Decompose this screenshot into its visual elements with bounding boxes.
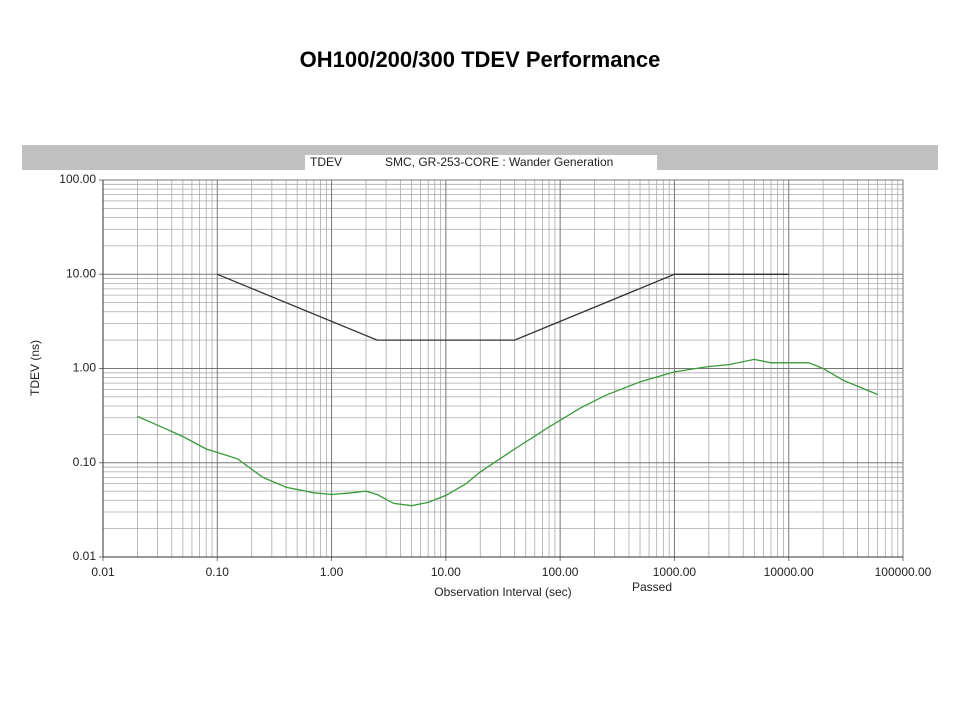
y-tick-label: 10.00 <box>66 266 96 280</box>
x-tick-label: 0.01 <box>91 565 115 579</box>
x-tick-label: 100.00 <box>542 565 579 579</box>
status-label: Passed <box>632 580 672 594</box>
data-line <box>137 358 878 507</box>
y-axis-label: TDEV (ns) <box>28 340 42 396</box>
chart-title: OH100/200/300 TDEV Performance <box>300 47 661 72</box>
chart-subtitle: SMC, GR-253-CORE : Wander Generation <box>385 155 613 169</box>
x-axis-label: Observation Interval (sec) <box>434 585 571 599</box>
y-tick-label: 100.00 <box>59 172 96 186</box>
y-tick-label: 0.10 <box>73 455 97 469</box>
x-tick-label: 10.00 <box>431 565 461 579</box>
x-tick-label: 1.00 <box>320 565 344 579</box>
x-tick-label: 0.10 <box>206 565 230 579</box>
header-left: TDEV <box>310 155 342 169</box>
y-tick-label: 1.00 <box>73 361 97 375</box>
y-tick-label: 0.01 <box>73 549 97 563</box>
x-tick-label: 100000.00 <box>875 565 932 579</box>
header-box <box>305 155 657 170</box>
x-tick-label: 10000.00 <box>764 565 814 579</box>
data-line <box>217 273 789 341</box>
x-tick-label: 1000.00 <box>653 565 697 579</box>
